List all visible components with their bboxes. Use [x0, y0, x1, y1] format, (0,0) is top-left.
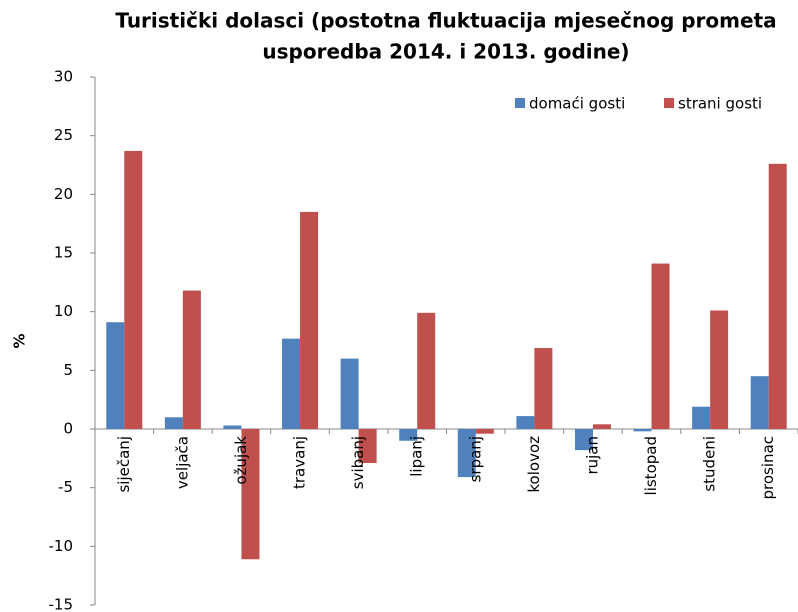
bar — [750, 376, 769, 429]
y-axis-label: % — [11, 333, 29, 348]
bar — [164, 417, 183, 429]
bar — [223, 425, 242, 429]
legend-swatch — [664, 98, 674, 108]
x-tick-label: listopad — [642, 436, 660, 495]
y-tick-label: -5 — [58, 478, 73, 496]
x-tick-label: siječanj — [115, 436, 133, 493]
bar — [124, 150, 143, 430]
bar — [241, 429, 260, 560]
y-tick-label: 30 — [54, 68, 73, 86]
y-tick-label: 15 — [54, 244, 73, 262]
x-tick-label: lipanj — [408, 436, 426, 477]
bar — [475, 429, 494, 434]
y-tick-label: 10 — [54, 302, 73, 320]
y-tick-label: 20 — [54, 185, 73, 203]
bar — [106, 322, 125, 429]
bar — [399, 429, 418, 441]
bar — [768, 163, 787, 429]
y-tick-label: -15 — [49, 596, 74, 612]
legend-label: domaći gosti — [529, 95, 625, 113]
chart-title: usporedba 2014. i 2013. godine) — [262, 40, 629, 64]
chart-title: Turistički dolasci (postotna fluktuacija… — [115, 9, 776, 33]
bar — [182, 290, 201, 429]
x-tick-label: travanj — [291, 436, 309, 489]
bar — [358, 429, 377, 464]
bar — [692, 406, 711, 429]
bar — [300, 211, 319, 429]
x-tick-label: rujan — [583, 436, 601, 475]
x-tick-label: prosinac — [759, 436, 777, 499]
bar — [417, 312, 436, 429]
x-tick-label: ožujak — [232, 436, 250, 485]
x-tick-label: veljača — [173, 436, 191, 489]
bar — [516, 416, 535, 429]
legend-label: strani gosti — [678, 95, 762, 113]
bar — [592, 424, 611, 429]
x-tick-label: kolovoz — [525, 436, 543, 493]
bar — [340, 358, 359, 429]
bar — [457, 429, 476, 478]
x-tick-label: srpanj — [466, 436, 484, 482]
bar — [534, 348, 553, 429]
y-tick-label: 25 — [54, 126, 73, 144]
bar — [633, 429, 652, 432]
legend-swatch — [515, 98, 525, 108]
bar — [282, 338, 301, 429]
x-tick-label: svibanj — [349, 436, 367, 489]
y-tick-label: 0 — [63, 420, 73, 438]
x-tick-label: studeni — [701, 436, 719, 492]
y-tick-label: -10 — [49, 537, 74, 555]
bar — [710, 310, 729, 429]
bar — [574, 429, 593, 451]
y-tick-label: 5 — [63, 361, 73, 379]
bar — [651, 263, 670, 429]
